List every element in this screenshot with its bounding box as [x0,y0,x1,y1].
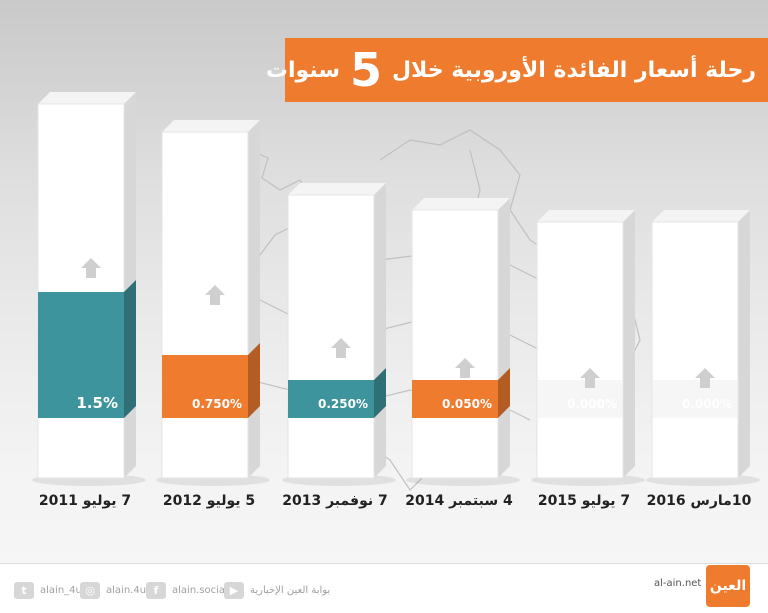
pillar-3-fill-side [374,368,386,418]
pillar-2-fill [162,355,248,418]
pillar-2-front [161,131,249,479]
pillar-1-fill-side [124,280,136,418]
pillar-5-empty-band [537,380,623,418]
youtube-link[interactable]: ▶ بوابة العين الإخبارية [224,582,330,599]
pillar-1-fill [38,292,124,418]
title-banner: رحلة أسعار الفائدة الأوروبية خلال 5 سنوا… [266,38,768,102]
title-number: 5 [349,43,382,97]
chart-title: رحلة أسعار الفائدة الأوروبية خلال [391,57,756,83]
pillar-4-front [411,209,499,479]
pillar-5-side [623,210,635,478]
twitter-icon: t [14,582,34,599]
pillar-4-side [498,198,510,478]
pillar-1-top [38,92,136,104]
instagram-link[interactable]: ◎ alain.4u [80,582,146,599]
pillar-6-date-label: 10مارس 2016 [647,493,752,509]
pillar-5-value-label: 0.000% [567,397,617,411]
pillar-2-arrow-icon [205,285,225,305]
footer: t alain_4u ◎ alain.4u f alain.social ▶ ب… [0,563,768,613]
site-url[interactable]: al-ain.net [654,578,702,589]
pillar-1-arrow-icon [81,258,101,278]
pillar-6-arrow-icon [695,368,715,388]
pillar-1-front [37,103,125,479]
pillar-6-empty-band [652,380,738,418]
pillar-3-side [374,183,386,478]
pillar-2-side [248,120,260,478]
pillar-5-top [537,210,635,222]
pillar-1-value-label: 1.5% [76,394,118,412]
pillar-2-date-label: 5 يوليو 2012 [163,493,255,509]
pillar-3-top [288,183,386,195]
pillar-3-front [287,194,375,479]
pillar-6-front [651,221,739,479]
pillar-4-value-label: 0.050% [442,397,492,411]
pillar-4-date-label: 4 سبتمبر 2014 [405,493,513,509]
pillar-4-top [412,198,510,210]
facebook-icon: f [146,582,166,599]
pillar-5-arrow-icon [580,368,600,388]
pillar-6-top [652,210,750,222]
pillar-3-value-label: 0.250% [318,397,368,411]
pillar-6-value-label: 0.000% [682,397,732,411]
pillar-4-fill [412,380,498,418]
pillar-6-side [738,210,750,478]
alain-logo: العين [706,565,750,607]
pillar-2-fill-side [248,343,260,418]
facebook-link[interactable]: f alain.social [146,582,228,599]
pillar-1-date-label: 7 يوليو 2011 [39,493,131,509]
pillar-3-date-label: 7 نوفمبر 2013 [282,493,387,509]
pillar-5-date-label: 7 يوليو 2015 [538,493,630,509]
pillar-3-arrow-icon [331,338,351,358]
twitter-link[interactable]: t alain_4u [14,582,82,599]
title-suffix: سنوات [265,57,340,83]
pillar-2-top [162,120,260,132]
pillar-3-fill [288,380,374,418]
pillar-4-fill-side [498,368,510,418]
instagram-icon: ◎ [80,582,100,599]
pillar-2-value-label: 0.750% [192,397,242,411]
pillar-4-arrow-icon [455,358,475,378]
youtube-icon: ▶ [224,582,244,599]
pillar-5-front [536,221,624,479]
